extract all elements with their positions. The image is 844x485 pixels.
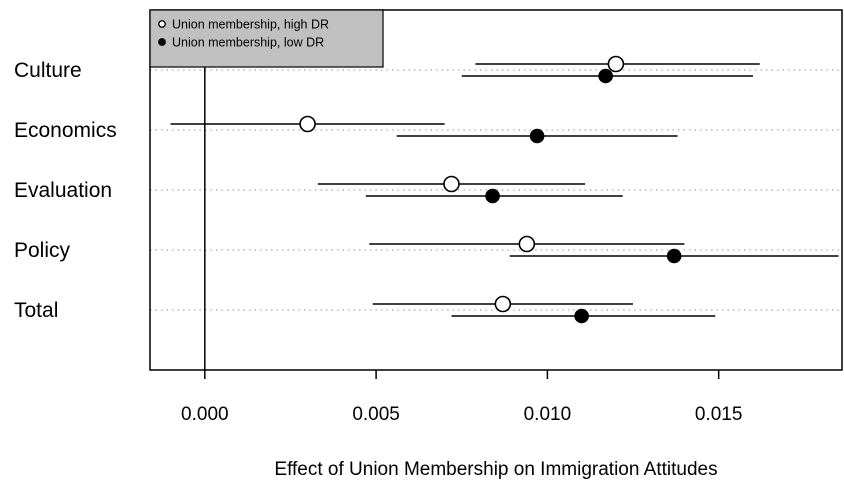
category-label-total: Total bbox=[14, 299, 58, 322]
category-label-policy: Policy bbox=[14, 239, 71, 262]
legend-label-high: Union membership, high DR bbox=[172, 18, 329, 32]
point-evaluation-low bbox=[485, 188, 500, 204]
x-axis: 0.000 0.005 0.010 0.015 bbox=[181, 370, 742, 425]
x-axis-title: Effect of Union Membership on Immigratio… bbox=[274, 459, 717, 480]
category-label-evaluation: Evaluation bbox=[14, 179, 112, 202]
point-estimates bbox=[299, 55, 682, 324]
point-policy-low bbox=[666, 248, 682, 264]
point-total-high bbox=[494, 295, 512, 313]
x-tick-label-2: 0.010 bbox=[524, 404, 572, 425]
point-culture-high bbox=[607, 55, 625, 73]
point-policy-high bbox=[518, 235, 536, 253]
legend-marker-high bbox=[158, 20, 166, 28]
legend: Union membership, high DR Union membershi… bbox=[149, 9, 384, 68]
point-total-low bbox=[574, 308, 589, 324]
x-tick-label-0: 0.000 bbox=[181, 404, 229, 425]
point-evaluation-high bbox=[443, 175, 460, 193]
category-label-culture: Culture bbox=[14, 59, 82, 82]
legend-box bbox=[149, 9, 384, 68]
legend-marker-low bbox=[158, 38, 166, 46]
category-label-economics: Economics bbox=[14, 119, 117, 142]
x-tick-label-3: 0.015 bbox=[695, 404, 743, 425]
category-labels: Culture Economics Evaluation Policy Total bbox=[14, 59, 117, 322]
point-economics-low bbox=[529, 128, 545, 144]
point-culture-low bbox=[598, 68, 613, 84]
x-tick-label-1: 0.005 bbox=[352, 404, 400, 425]
plot-frame bbox=[149, 9, 843, 371]
point-economics-high bbox=[299, 115, 316, 133]
legend-label-low: Union membership, low DR bbox=[172, 36, 324, 50]
confidence-intervals bbox=[170, 63, 839, 317]
